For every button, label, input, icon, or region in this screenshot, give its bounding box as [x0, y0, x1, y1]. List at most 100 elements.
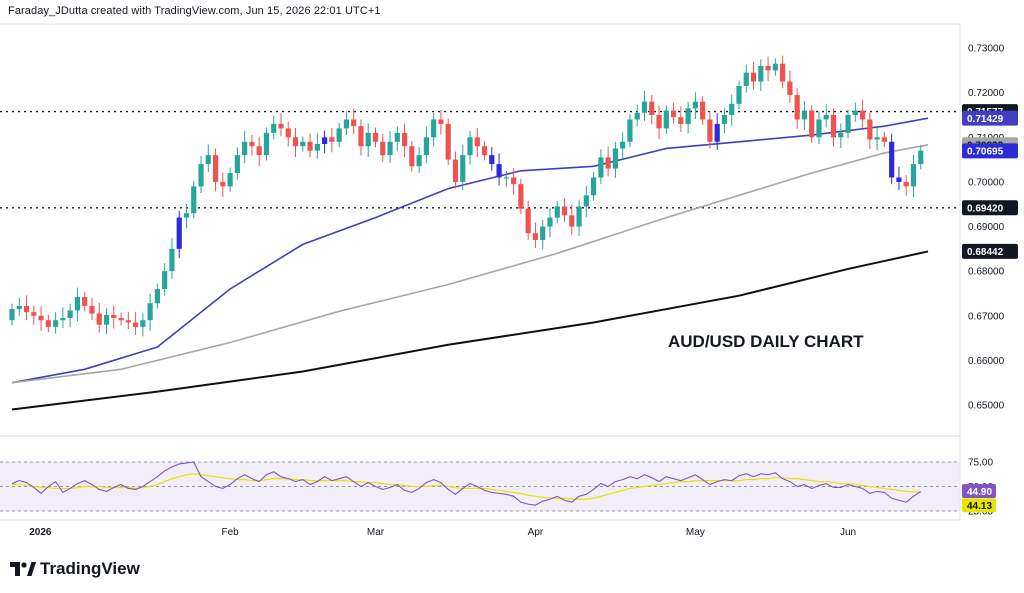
candle-body — [700, 101, 706, 120]
moving-averages — [11, 117, 929, 411]
candle-body — [598, 157, 604, 178]
tradingview-icon — [10, 562, 36, 576]
candle-body — [118, 318, 124, 321]
candle-body — [518, 184, 524, 209]
candle-body — [82, 297, 88, 306]
time-tick-label: May — [686, 527, 705, 538]
candle-body — [31, 312, 37, 316]
candles — [9, 55, 924, 337]
candle-body — [801, 110, 808, 120]
candle-body — [249, 141, 255, 147]
candle-body — [634, 112, 640, 120]
candle-body — [96, 313, 102, 325]
price-tick-label: 0.66000 — [968, 356, 1005, 367]
candle-body — [780, 63, 786, 82]
candle-body — [147, 303, 153, 321]
candle-body — [809, 110, 815, 138]
candle-body — [169, 248, 175, 272]
candle-body — [183, 213, 190, 218]
candle-body — [511, 177, 517, 185]
candle-body — [380, 141, 386, 156]
rsi-value-tag-label: 44.90 — [967, 487, 992, 498]
candle-body — [845, 115, 851, 133]
candle-body — [445, 123, 451, 160]
candle-body — [38, 315, 44, 321]
price-tag-bg — [962, 200, 1018, 216]
candle-body — [765, 65, 771, 71]
candle-body — [45, 320, 51, 327]
price-tick-label: 0.72000 — [968, 88, 1005, 99]
candle-body — [743, 72, 749, 86]
candle-body — [205, 155, 211, 165]
candle-body — [627, 119, 633, 142]
time-tick-label: Feb — [221, 527, 239, 538]
candle-body — [322, 137, 328, 144]
candle-body — [641, 101, 648, 113]
candle-body — [721, 115, 728, 124]
candle-body — [750, 72, 757, 82]
candle-body — [729, 103, 735, 115]
candle-body — [103, 314, 110, 325]
candle-body — [460, 155, 466, 182]
candle-body — [547, 217, 553, 227]
rsi-ma-line — [12, 473, 921, 500]
candle-body — [365, 132, 371, 147]
moving-average-line — [11, 117, 929, 384]
candle-body — [336, 128, 342, 142]
candle-body — [278, 123, 284, 129]
tradingview-logo[interactable]: TradingView — [10, 558, 140, 580]
candle-body — [670, 110, 677, 118]
candle-body — [532, 233, 539, 240]
chart-title: AUD/USD DAILY CHART — [668, 332, 864, 351]
price-axis[interactable]: 0.730000.720000.710000.700000.690000.680… — [968, 44, 1005, 412]
price-tag: 0.68442 — [962, 243, 1018, 259]
candle-body — [198, 164, 204, 187]
rsi-value-tag: 44.90 — [962, 483, 996, 498]
candle-body — [271, 123, 277, 133]
candle-body — [649, 101, 655, 115]
rsi-ma-value-tag-bg — [962, 498, 996, 513]
candle-body — [125, 320, 131, 323]
horizontal-levels — [0, 110, 960, 209]
candle-body — [234, 155, 240, 173]
candle-body — [176, 217, 182, 249]
candle-body — [314, 144, 320, 151]
candle-body — [423, 137, 429, 156]
candle-body — [838, 132, 844, 138]
candle-body — [496, 164, 502, 178]
price-tag-label: 0.68442 — [967, 247, 1004, 258]
candle-body — [401, 132, 408, 147]
candle-body — [9, 309, 15, 321]
candle-body — [707, 119, 713, 142]
price-tag: 0.70695 — [962, 143, 1018, 159]
candle-body — [823, 115, 829, 120]
candle-body — [685, 108, 691, 124]
candle-body — [910, 164, 917, 187]
candle-body — [329, 137, 335, 142]
candle-body — [794, 94, 800, 120]
candle-body — [678, 117, 684, 124]
candle-body — [656, 115, 662, 129]
candle-body — [74, 297, 81, 311]
time-tick-label: Jun — [840, 527, 856, 538]
candle-body — [394, 132, 400, 142]
candle-body — [830, 115, 837, 138]
candle-body — [67, 310, 73, 318]
candle-body — [307, 141, 313, 151]
moving-average-line — [11, 250, 929, 411]
candle-body — [569, 215, 575, 227]
candle-body — [489, 155, 495, 165]
candle-body — [191, 186, 197, 214]
candle-body — [220, 181, 226, 187]
candle-body — [372, 132, 379, 142]
time-axis[interactable]: 2026 Feb Mar Apr May Jun — [29, 527, 856, 538]
candle-body — [285, 128, 291, 138]
candle-body — [714, 123, 720, 142]
price-tag-label: 0.71429 — [967, 114, 1004, 125]
candle-body — [227, 173, 233, 187]
candle-body — [692, 101, 698, 109]
candle-body — [859, 110, 866, 120]
candle-body — [583, 195, 589, 207]
candle-body — [416, 155, 422, 167]
